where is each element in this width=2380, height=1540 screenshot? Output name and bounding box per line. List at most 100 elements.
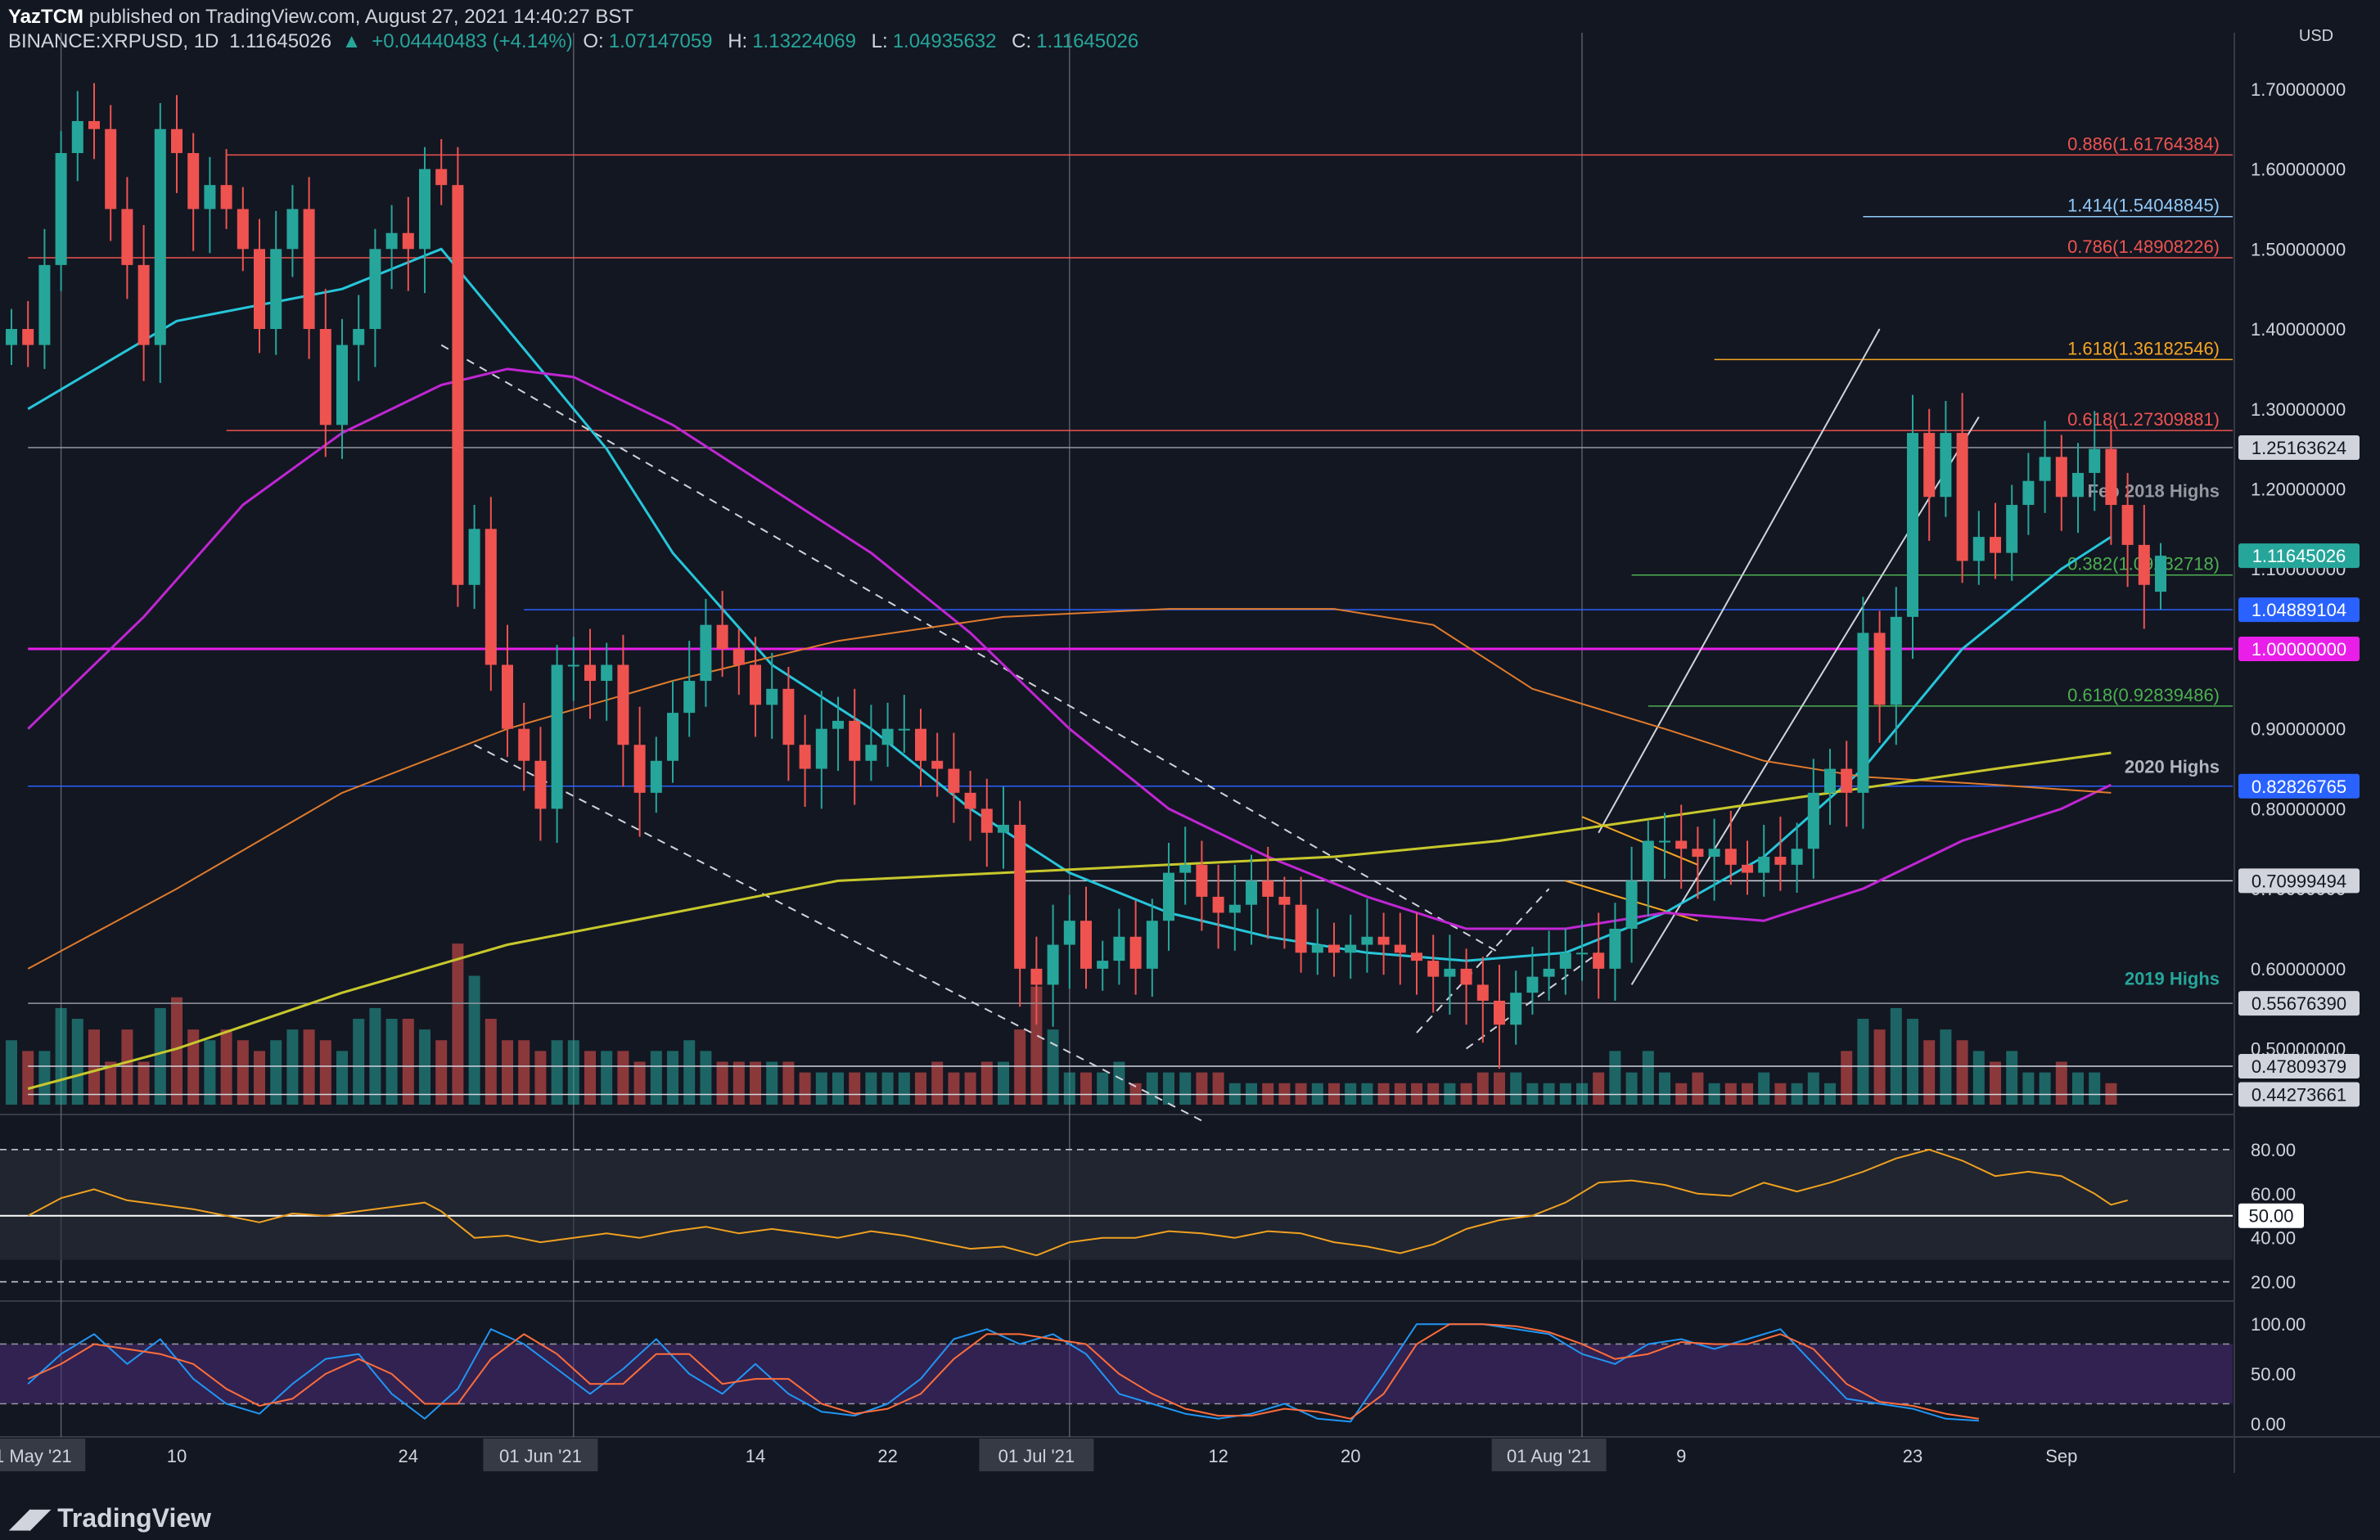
volume-bar — [518, 1040, 530, 1105]
volume-bar — [237, 1040, 249, 1105]
volume-bar — [220, 1029, 232, 1105]
candle-body — [1377, 936, 1390, 945]
candle-body — [303, 209, 315, 330]
ascending-channel-upper-line — [1598, 328, 1881, 834]
candle-body — [1345, 944, 1357, 953]
candle-body — [782, 688, 795, 745]
price-tick-label: 0.80000000 — [2251, 799, 2346, 819]
candle-body — [1179, 864, 1192, 873]
candle-body — [1907, 433, 1918, 617]
stoch-k-line — [27, 1323, 1979, 1423]
volume-bar — [1857, 1019, 1869, 1105]
price-tick-label: 1.30000000 — [2251, 399, 2346, 420]
publish-info: published on TradingView.com, August 27,… — [88, 6, 634, 28]
date-label-box — [483, 1439, 598, 1471]
zone-label: 2020 Highs — [2125, 756, 2220, 777]
volume-bar — [2022, 1072, 2035, 1105]
date-label: 22 — [877, 1446, 897, 1466]
candle-body — [931, 760, 944, 769]
candle-body — [2105, 448, 2117, 506]
volume-bar — [832, 1072, 844, 1105]
volume-bar — [1692, 1072, 1704, 1105]
candle-body — [832, 720, 844, 729]
candle-body — [1642, 840, 1654, 881]
volume-bar — [1907, 1019, 1918, 1105]
candle-body — [650, 760, 662, 793]
price-tick-label: 1.20000000 — [2251, 480, 2346, 500]
candle-body — [2138, 544, 2150, 585]
ma50-line — [27, 367, 2112, 930]
volume-bar — [1113, 1061, 1125, 1105]
date-label: 24 — [399, 1446, 418, 1466]
volume-bar — [948, 1072, 960, 1105]
volume-bar — [1956, 1040, 1968, 1105]
candle-body — [385, 232, 398, 250]
fib-level-label: 0.618(1.27309881) — [2067, 409, 2220, 430]
fib-level-label: 1.414(1.54048845) — [2067, 196, 2220, 216]
fib-level-label: 1.618(1.36182546) — [2067, 338, 2220, 358]
candle-body — [980, 808, 993, 833]
volume-bar — [998, 1061, 1009, 1105]
date-label: 01 Aug '21 — [1507, 1446, 1591, 1466]
candle-body — [998, 824, 1009, 833]
candle-body — [71, 120, 83, 154]
volume-bar — [303, 1029, 315, 1105]
author-name[interactable]: YazTCM — [8, 6, 84, 28]
candle-body — [55, 153, 67, 265]
date-label: 20 — [1341, 1446, 1360, 1466]
candle-body — [402, 232, 414, 250]
candle-body — [1063, 921, 1075, 945]
volume-bar — [732, 1061, 745, 1105]
candle-body — [1923, 433, 1936, 498]
volume-bar — [1609, 1051, 1621, 1105]
candle-body — [1873, 633, 1886, 705]
candle-body — [2121, 505, 2134, 545]
volume-bar — [1163, 1072, 1174, 1105]
price-tag — [2238, 1053, 2360, 1078]
volume-bar — [319, 1040, 331, 1105]
candle-body — [1940, 433, 1952, 498]
candle-body — [38, 264, 51, 345]
candle-body — [502, 664, 513, 729]
candle-body — [1742, 864, 1753, 873]
volume-bar — [286, 1029, 299, 1105]
date-label: 9 — [1676, 1446, 1686, 1466]
volume-bar — [683, 1040, 696, 1105]
candle-body — [1559, 952, 1571, 969]
date-label: 01 Jul '21 — [998, 1446, 1075, 1466]
symbol-label[interactable]: BINANCE:XRPUSD, 1D — [8, 30, 219, 52]
candle-body — [1097, 961, 1109, 969]
candle-body — [1510, 993, 1522, 1025]
candle-body — [1444, 968, 1456, 977]
candle-body — [881, 728, 894, 745]
tradingview-logo[interactable]: ◢◤ TradingView — [10, 1503, 212, 1533]
candle-body — [319, 329, 331, 426]
volume-bar — [385, 1019, 398, 1105]
candle-body — [1246, 880, 1257, 905]
volume-bar — [881, 1072, 894, 1105]
candle-body — [518, 728, 530, 761]
candle-body — [700, 624, 712, 682]
candle-body — [1625, 880, 1638, 929]
volume-bar — [502, 1040, 513, 1105]
volume-bar — [435, 1040, 448, 1105]
ma200-line — [27, 751, 2112, 1090]
candle-body — [815, 728, 827, 769]
volume-bar — [567, 1040, 579, 1105]
candle-body — [584, 664, 596, 682]
date-label: 23 — [1903, 1446, 1922, 1466]
volume-bar — [1758, 1072, 1770, 1105]
candle-body — [1411, 952, 1422, 961]
candle-body — [1956, 433, 1968, 561]
ohlc-line: BINANCE:XRPUSD, 1D 1.11645026 ▲ +0.04440… — [8, 29, 1148, 54]
candle-body — [1841, 768, 1853, 793]
volume-bar — [1940, 1029, 1952, 1105]
low-label: L: 1.04935632 — [871, 30, 997, 52]
volume-bar — [452, 943, 464, 1105]
candle-body — [1609, 929, 1621, 969]
price-tick-label: 1.50000000 — [2251, 239, 2346, 259]
candle-body — [1262, 880, 1274, 897]
candle-body — [683, 681, 696, 714]
price-tag — [2238, 597, 2360, 623]
